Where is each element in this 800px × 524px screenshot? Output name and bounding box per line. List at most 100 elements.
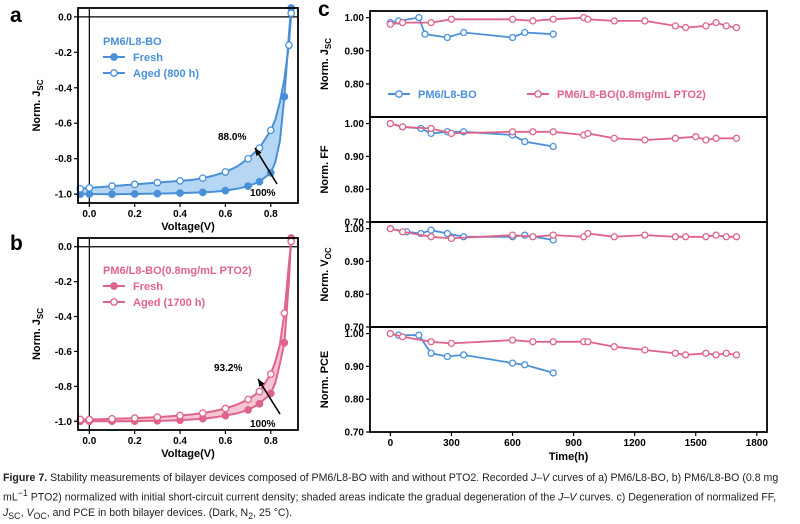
x-tick-label: 1500 [685, 438, 708, 449]
data-point-pto2 [398, 18, 407, 27]
x-tick-label: 0.4 [173, 436, 187, 447]
data-point-pto2 [447, 339, 456, 348]
data-point-pto2 [712, 231, 720, 239]
x-tick-label: 1200 [624, 438, 647, 449]
y-tick-label: 1.00 [345, 119, 365, 130]
data-point-pto2 [549, 338, 557, 346]
plot-frame [77, 237, 299, 431]
data-point-pto2 [584, 15, 592, 23]
data-point-pto2 [584, 129, 592, 138]
data-point-pto2 [549, 231, 557, 239]
data-point-pto2 [692, 133, 700, 141]
fresh-point [85, 190, 94, 198]
data-point-pm6 [549, 142, 557, 151]
data-point-pto2 [610, 134, 618, 142]
data-point-pm6 [521, 361, 529, 369]
aged-point [85, 415, 94, 424]
legend-entry: Fresh [133, 52, 163, 64]
legend-title: PM6/L8-BO(0.8mg/mL PTO2) [103, 265, 252, 277]
data-point-pto2 [447, 15, 456, 23]
x-tick-label: 0.0 [82, 209, 96, 220]
legend-marker-fresh [110, 53, 118, 61]
panel-a-jv-chart: 0.0 0.2 0.4 0.6 0.8 0.0 -0.2 -0.4 -0.6 -0.8 -1.0 Vo… [31, 4, 299, 233]
data-point-pm6 [460, 351, 468, 359]
data-point-pm6 [415, 13, 423, 22]
data-point-pm6 [415, 331, 423, 339]
data-point-pm6 [427, 226, 435, 234]
data-point-pto2 [712, 18, 720, 27]
aged-point [287, 9, 296, 18]
x-axis-label: Voltage(V) [161, 448, 215, 460]
y-tick-label: -0.2 [55, 48, 73, 59]
data-point-pto2 [722, 233, 730, 241]
aged-point [221, 168, 230, 176]
data-point-pto2 [508, 336, 517, 344]
data-point-pto2 [386, 119, 395, 128]
data-point-pm6 [549, 369, 557, 377]
x-tick-label: 0.8 [264, 436, 278, 447]
y-tick-label: -0.6 [55, 347, 73, 358]
y-tick-label: 1.00 [345, 329, 365, 340]
data-point-pto2 [447, 234, 456, 243]
panel-label-a: a [10, 4, 22, 27]
data-point-pto2 [398, 333, 407, 341]
y-axis-label-sub: SC [36, 308, 45, 319]
x-tick-label: 600 [504, 438, 521, 449]
y-axis-label: Norm. JSC [319, 38, 333, 90]
data-point-pto2 [508, 231, 517, 239]
data-point-pm6 [508, 33, 517, 42]
x-tick-label: 0 [388, 438, 394, 449]
legend-entry: PM6/L8-BO [418, 89, 477, 101]
data-point-pto2 [702, 22, 710, 30]
data-point-pto2 [427, 233, 435, 241]
data-point-pto2 [641, 136, 649, 144]
y-axis-label: Norm. JSC [31, 308, 45, 360]
data-point-pto2 [549, 128, 557, 136]
x-tick-label: 300 [443, 438, 460, 449]
data-point-pm6 [443, 33, 452, 42]
data-point-pto2 [427, 338, 435, 346]
data-point-pto2 [549, 15, 557, 23]
y-tick-label: -0.2 [55, 277, 73, 288]
x-tick-label: 0.2 [128, 209, 142, 220]
aged-point [198, 174, 207, 183]
data-point-pto2 [671, 134, 680, 142]
y-tick-label: 0.90 [345, 362, 365, 373]
fresh-point [221, 411, 230, 420]
x-tick-label: 0.0 [82, 436, 96, 447]
y-axis-label-sub: SC [324, 38, 333, 49]
aged-point [176, 176, 184, 185]
data-point-pto2 [722, 349, 730, 357]
y-tick-label: -0.4 [55, 83, 73, 94]
aged-point [244, 154, 252, 163]
legend-marker-fresh [110, 282, 118, 290]
legend-entry: Fresh [133, 281, 163, 293]
data-point-pm6 [460, 28, 468, 37]
data-point-pto2 [529, 128, 537, 136]
data-point-pto2 [386, 224, 395, 233]
y-tick-label: 0.0 [58, 242, 72, 253]
aged-point [266, 370, 275, 378]
y-axis-label-sub: SC [36, 79, 45, 90]
y-tick-label: 0.80 [345, 185, 365, 196]
y-tick-label: -1.0 [55, 417, 73, 428]
data-point-pm6 [421, 30, 429, 38]
aged-point [280, 309, 289, 317]
figure-caption: Figure 7. Stability measurements of bila… [3, 472, 779, 522]
y-tick-label: 0.90 [345, 152, 365, 163]
data-point-pto2 [712, 351, 720, 359]
legend-marker-aged [110, 69, 118, 77]
y-tick-label: -1.0 [55, 190, 73, 201]
data-point-pto2 [398, 123, 407, 131]
initial-annotation: 100% [250, 188, 276, 199]
aged-point [285, 41, 293, 50]
y-tick-label: 0.90 [345, 46, 365, 57]
aged-point [85, 184, 94, 192]
data-point-pto2 [427, 124, 435, 133]
data-point-pm6 [549, 30, 557, 38]
data-point-pto2 [529, 338, 537, 346]
data-point-pto2 [732, 134, 741, 142]
y-tick-label: 1.00 [345, 13, 365, 24]
legend-entry: Aged (800 h) [133, 68, 199, 80]
retention-annotation: 93.2% [214, 363, 242, 374]
